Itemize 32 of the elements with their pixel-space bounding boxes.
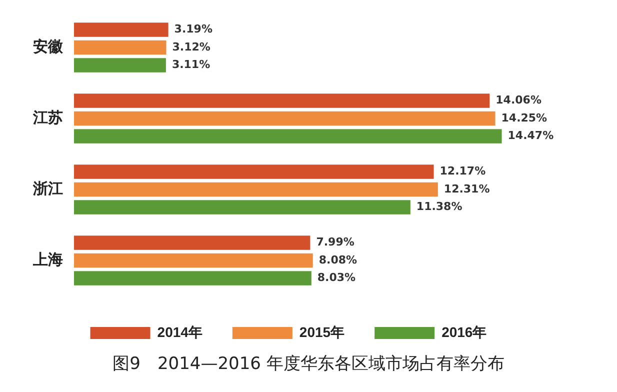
bar	[74, 22, 168, 37]
data-label: 12.31%	[444, 182, 490, 196]
bar	[74, 236, 310, 250]
data-label: 8.08%	[318, 253, 358, 266]
y-tick-label: 上海	[32, 252, 63, 269]
y-tick-label: 浙江	[32, 180, 63, 198]
bar	[74, 271, 312, 286]
data-label: 3.12%	[172, 40, 210, 54]
legend-label: 2015年	[299, 324, 345, 340]
legend-label: 2016年	[442, 324, 487, 340]
bar	[74, 200, 410, 214]
y-tick-label: 江苏	[32, 110, 63, 127]
bar	[74, 94, 490, 108]
data-label: 3.11%	[172, 58, 210, 72]
bar	[74, 164, 434, 179]
data-label: 11.38%	[416, 200, 462, 214]
legend-label: 2014年	[157, 324, 202, 340]
bar	[74, 111, 496, 126]
data-label: 8.03%	[317, 271, 356, 284]
data-label: 12.17%	[440, 164, 486, 178]
bar	[74, 129, 502, 144]
data-label: 14.06%	[496, 94, 542, 107]
bar	[74, 253, 313, 268]
bar	[74, 58, 166, 72]
bar	[74, 40, 166, 55]
bar	[74, 182, 438, 197]
data-label: 3.19%	[174, 22, 212, 36]
y-tick-label: 安徽	[33, 38, 64, 56]
data-label: 14.25%	[501, 111, 548, 124]
data-label: 14.47%	[508, 129, 554, 142]
text: 图9 2014—2016 年度华东各区域市场占有率分布	[112, 353, 506, 375]
data-label: 7.99%	[316, 236, 354, 249]
